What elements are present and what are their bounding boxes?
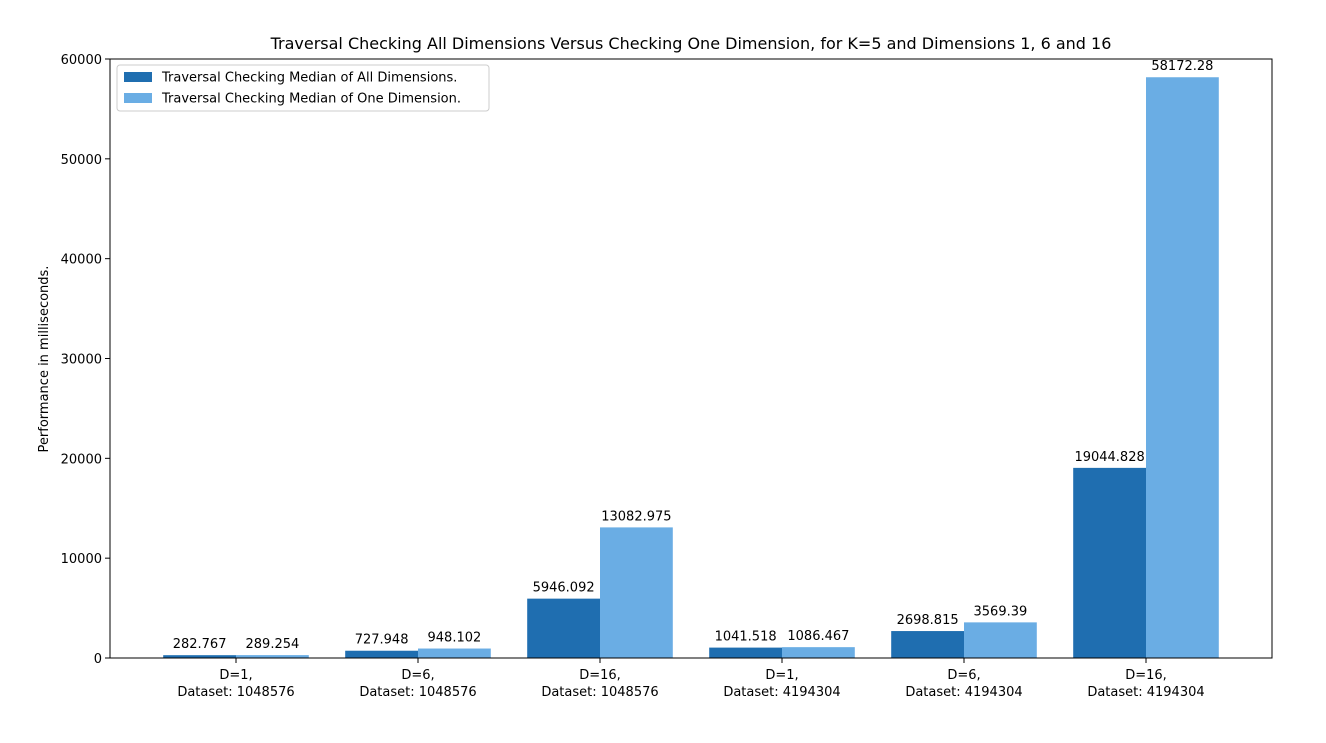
- plot-area: 0 10000 20000 30000 40000 50000 60000 282.767 28…: [61, 53, 1219, 700]
- bar-data-label: 1041.518: [715, 630, 777, 645]
- bar-data-label: 13082.975: [601, 509, 671, 524]
- legend-swatch: [124, 93, 152, 103]
- bar-data-label: 3569.39: [974, 604, 1028, 619]
- x-tick-label: D=6,: [947, 668, 980, 683]
- x-tick-label: D=6,: [401, 668, 434, 683]
- y-tick-label: 0: [94, 652, 102, 667]
- bar-data-label: 282.767: [173, 637, 227, 652]
- y-tick-label: 10000: [61, 552, 102, 567]
- bar-data-label: 727.948: [355, 633, 409, 648]
- x-tick-label: D=16,: [1125, 668, 1167, 683]
- x-tick-label: D=16,: [579, 668, 621, 683]
- bar-data-label: 58172.28: [1151, 59, 1213, 74]
- y-tick-label: 50000: [61, 153, 102, 168]
- x-tick-label: Dataset: 4194304: [905, 685, 1022, 700]
- x-tick-label: Dataset: 1048576: [359, 685, 476, 700]
- bar-series-1: [1073, 467, 1146, 658]
- bar-series-1: [163, 655, 236, 658]
- y-tick-label: 20000: [61, 452, 102, 467]
- x-tick-label: D=1,: [219, 668, 252, 683]
- y-tick-label: 60000: [61, 53, 102, 68]
- bar-data-label: 948.102: [428, 631, 482, 646]
- y-tick-label: 40000: [61, 253, 102, 268]
- bar-series-2: [418, 648, 491, 658]
- bar-series-1: [345, 650, 418, 658]
- bar-series-2: [782, 647, 855, 658]
- bar-series-2: [236, 655, 309, 658]
- bar-series-1: [709, 647, 782, 658]
- bar-data-label: 1086.467: [787, 629, 849, 644]
- x-tick-label: D=1,: [765, 668, 798, 683]
- y-axis-label: Performance in milliseconds.: [37, 266, 52, 453]
- plot-frame: [109, 58, 1273, 659]
- x-tick-label: Dataset: 4194304: [1087, 685, 1204, 700]
- y-tick-label: 30000: [61, 353, 102, 368]
- x-tick-label: Dataset: 4194304: [723, 685, 840, 700]
- legend: Traversal Checking Median of All Dimensi…: [116, 64, 490, 112]
- bar-data-label: 19044.828: [1074, 450, 1144, 465]
- chart-title: Traversal Checking All Dimensions Versus…: [270, 34, 1112, 53]
- bar-series-1: [891, 631, 964, 658]
- legend-frame: [116, 64, 490, 112]
- legend-entry: Traversal Checking Median of One Dimensi…: [161, 92, 461, 107]
- bar-series-1: [527, 598, 600, 658]
- x-tick-label: Dataset: 1048576: [177, 685, 294, 700]
- bar-series-2: [964, 622, 1037, 658]
- bar-data-label: 2698.815: [897, 613, 959, 628]
- bar-series-2: [600, 527, 673, 658]
- bar-data-label: 289.254: [246, 637, 300, 652]
- legend-swatch: [124, 72, 152, 82]
- bar-series-2: [1146, 77, 1219, 659]
- x-tick-label: Dataset: 1048576: [541, 685, 658, 700]
- legend-entry: Traversal Checking Median of All Dimensi…: [161, 71, 457, 86]
- bar-data-label: 5946.092: [533, 581, 595, 596]
